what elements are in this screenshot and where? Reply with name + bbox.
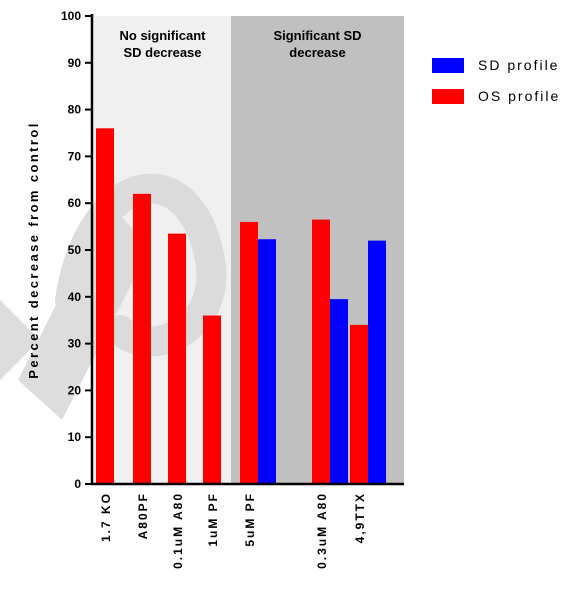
axes — [85, 14, 404, 486]
bar-os-0-1um-a80 — [168, 233, 186, 484]
y-tick-label-50: 50 — [68, 243, 82, 257]
x-tick-label-0-3um-a80: 0.3uM A80 — [315, 492, 329, 569]
bar-os-1-7-ko — [96, 128, 114, 484]
y-tick-label-90: 90 — [68, 56, 82, 70]
region-1-label-line-1: No significant — [120, 28, 207, 43]
legend-label-sd-profile: SD profile — [478, 57, 559, 73]
labels: No significant SD decrease Significant SD d… — [26, 9, 367, 569]
bar-os-5um-pf — [240, 221, 258, 485]
legend: SD profile OS profile — [432, 57, 560, 104]
x-tick-label-1-7-ko: 1.7 KO — [99, 492, 113, 542]
y-tick-label-30: 30 — [68, 337, 82, 351]
y-tick-label-80: 80 — [68, 103, 82, 117]
y-tick-label-20: 20 — [68, 383, 82, 397]
bar-sd-4-9ttx — [368, 240, 386, 484]
x-tick-label-5um-pf: 5uM PF — [243, 492, 257, 547]
bar-sd-0-3um-a80 — [330, 299, 348, 484]
y-tick-label-70: 70 — [68, 149, 82, 163]
region-2-label-line-1: Significant SD — [273, 28, 361, 43]
bar-os-4-9ttx — [350, 324, 368, 484]
y-tick-label-0: 0 — [74, 477, 81, 491]
x-tick-label-a80pf: A80PF — [136, 492, 150, 539]
x-tick-label-4-9ttx: 4,9TTX — [353, 492, 367, 543]
bar-os-0-3um-a80 — [312, 219, 330, 484]
y-axis-title: Percent decrease from control — [26, 121, 41, 378]
x-tick-label-0-1um-a80: 0.1uM A80 — [171, 492, 185, 569]
legend-label-os-profile: OS profile — [478, 88, 560, 104]
bar-os-a80pf — [133, 193, 151, 484]
bars — [96, 128, 386, 485]
region-1-label-line-2: SD decrease — [123, 45, 201, 60]
bar-sd-5um-pf — [258, 239, 276, 484]
legend-swatch-sd-profile — [432, 58, 464, 73]
legend-swatch-os-profile — [432, 89, 464, 104]
y-tick-label-10: 10 — [68, 430, 82, 444]
bar-os-1um-pf — [203, 315, 221, 484]
region-2-label-line-2: decrease — [289, 45, 345, 60]
y-tick-label-60: 60 — [68, 196, 82, 210]
y-tick-label-40: 40 — [68, 290, 82, 304]
x-tick-label-1um-pf: 1uM PF — [206, 492, 220, 547]
y-tick-label-100: 100 — [61, 9, 81, 23]
